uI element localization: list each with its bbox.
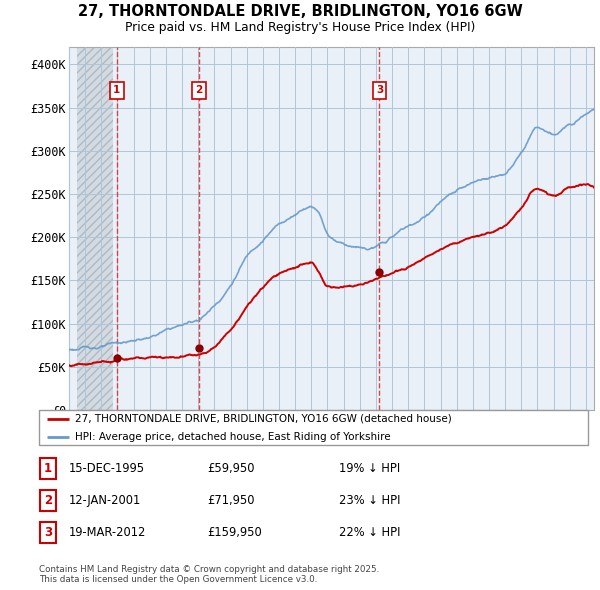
Text: 1: 1	[113, 86, 121, 96]
Text: 27, THORNTONDALE DRIVE, BRIDLINGTON, YO16 6GW (detached house): 27, THORNTONDALE DRIVE, BRIDLINGTON, YO1…	[74, 414, 451, 424]
Text: 12-JAN-2001: 12-JAN-2001	[69, 494, 141, 507]
Text: 2: 2	[44, 494, 52, 507]
Bar	[77, 47, 113, 410]
Text: 3: 3	[376, 86, 383, 96]
Text: Price paid vs. HM Land Registry's House Price Index (HPI): Price paid vs. HM Land Registry's House …	[125, 21, 475, 34]
Text: 19% ↓ HPI: 19% ↓ HPI	[339, 462, 400, 475]
Text: Contains HM Land Registry data © Crown copyright and database right 2025.
This d: Contains HM Land Registry data © Crown c…	[39, 565, 379, 584]
Text: £59,950: £59,950	[207, 462, 254, 475]
Text: 15-DEC-1995: 15-DEC-1995	[69, 462, 145, 475]
Text: HPI: Average price, detached house, East Riding of Yorkshire: HPI: Average price, detached house, East…	[74, 432, 391, 441]
Bar	[40, 490, 56, 511]
Text: 19-MAR-2012: 19-MAR-2012	[69, 526, 146, 539]
Text: £159,950: £159,950	[207, 526, 262, 539]
Text: 23% ↓ HPI: 23% ↓ HPI	[339, 494, 401, 507]
Text: £71,950: £71,950	[207, 494, 254, 507]
Text: 2: 2	[195, 86, 202, 96]
Text: 1: 1	[44, 462, 52, 475]
Bar	[40, 522, 56, 543]
Text: 3: 3	[44, 526, 52, 539]
Text: 27, THORNTONDALE DRIVE, BRIDLINGTON, YO16 6GW: 27, THORNTONDALE DRIVE, BRIDLINGTON, YO1…	[77, 4, 523, 19]
Bar	[40, 458, 56, 479]
Bar	[77, 47, 113, 410]
Text: 22% ↓ HPI: 22% ↓ HPI	[339, 526, 401, 539]
